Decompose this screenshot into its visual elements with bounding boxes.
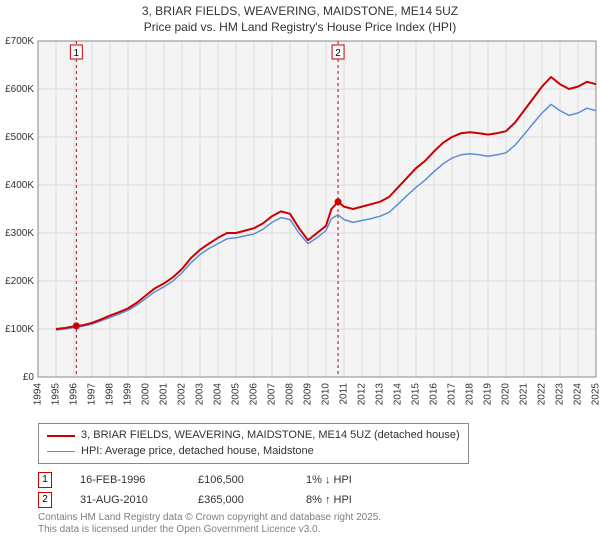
svg-text:2012: 2012 bbox=[357, 383, 368, 406]
svg-text:2002: 2002 bbox=[177, 383, 188, 406]
line-chart-svg: £0 £100K £200K £300K £400K £500K £600K £700K 199… bbox=[0, 37, 600, 417]
title-line-1: 3, BRIAR FIELDS, WEAVERING, MAIDSTONE, M… bbox=[0, 4, 600, 20]
svg-text:2011: 2011 bbox=[339, 383, 350, 405]
svg-text:2003: 2003 bbox=[195, 383, 206, 406]
svg-text:2025: 2025 bbox=[591, 383, 600, 406]
svg-text:2018: 2018 bbox=[465, 383, 476, 406]
svg-text:2000: 2000 bbox=[141, 383, 152, 406]
svg-text:1995: 1995 bbox=[51, 383, 62, 406]
sale-change: 1% ↓ HPI bbox=[306, 474, 386, 486]
svg-text:£200K: £200K bbox=[5, 276, 34, 287]
svg-text:2020: 2020 bbox=[501, 383, 512, 406]
svg-text:1997: 1997 bbox=[87, 383, 98, 406]
svg-text:£0: £0 bbox=[23, 372, 35, 383]
sales-table: 1 16-FEB-1996 £106,500 1% ↓ HPI 2 31-AUG-2010… bbox=[38, 472, 590, 508]
footer-note: Contains HM Land Registry data © Crown c… bbox=[38, 512, 590, 537]
svg-text:2006: 2006 bbox=[249, 383, 260, 406]
svg-text:2: 2 bbox=[335, 48, 341, 59]
sale-date: 31-AUG-2010 bbox=[80, 494, 170, 506]
sale-change: 8% ↑ HPI bbox=[306, 494, 386, 506]
svg-text:1998: 1998 bbox=[105, 383, 116, 406]
sale-row: 2 31-AUG-2010 £365,000 8% ↑ HPI bbox=[38, 492, 590, 508]
legend: 3, BRIAR FIELDS, WEAVERING, MAIDSTONE, M… bbox=[38, 423, 469, 464]
svg-text:2008: 2008 bbox=[285, 383, 296, 406]
svg-text:2016: 2016 bbox=[429, 383, 440, 406]
sale-row: 1 16-FEB-1996 £106,500 1% ↓ HPI bbox=[38, 472, 590, 488]
svg-text:2010: 2010 bbox=[321, 383, 332, 406]
svg-text:1994: 1994 bbox=[33, 383, 44, 406]
svg-text:£400K: £400K bbox=[5, 180, 34, 191]
sale-price: £365,000 bbox=[198, 494, 278, 506]
svg-text:2019: 2019 bbox=[483, 383, 494, 406]
footer-line-2: This data is licensed under the Open Gov… bbox=[38, 524, 590, 537]
svg-text:£300K: £300K bbox=[5, 228, 34, 239]
footer-line-1: Contains HM Land Registry data © Crown c… bbox=[38, 512, 590, 525]
svg-text:2017: 2017 bbox=[447, 383, 458, 406]
svg-text:£700K: £700K bbox=[5, 37, 34, 47]
sale-marker: 2 bbox=[38, 492, 52, 508]
title-line-2: Price paid vs. HM Land Registry's House … bbox=[0, 20, 600, 36]
legend-label: HPI: Average price, detached house, Maid… bbox=[81, 444, 314, 459]
svg-text:2014: 2014 bbox=[393, 383, 404, 406]
svg-text:2022: 2022 bbox=[537, 383, 548, 406]
svg-text:2005: 2005 bbox=[231, 383, 242, 406]
legend-row: 3, BRIAR FIELDS, WEAVERING, MAIDSTONE, M… bbox=[47, 428, 460, 443]
legend-swatch bbox=[47, 451, 75, 452]
sale-price: £106,500 bbox=[198, 474, 278, 486]
svg-text:2015: 2015 bbox=[411, 383, 422, 406]
svg-text:2007: 2007 bbox=[267, 383, 278, 406]
svg-text:1999: 1999 bbox=[123, 383, 134, 406]
svg-text:2004: 2004 bbox=[213, 383, 224, 406]
chart-title-block: 3, BRIAR FIELDS, WEAVERING, MAIDSTONE, M… bbox=[0, 0, 600, 37]
svg-text:2009: 2009 bbox=[303, 383, 314, 406]
legend-label: 3, BRIAR FIELDS, WEAVERING, MAIDSTONE, M… bbox=[81, 428, 460, 443]
svg-text:£600K: £600K bbox=[5, 84, 34, 95]
svg-text:2013: 2013 bbox=[375, 383, 386, 406]
svg-text:1: 1 bbox=[74, 48, 80, 59]
svg-text:2023: 2023 bbox=[555, 383, 566, 406]
sale-date: 16-FEB-1996 bbox=[80, 474, 170, 486]
svg-text:£100K: £100K bbox=[5, 324, 34, 335]
svg-text:1996: 1996 bbox=[69, 383, 80, 406]
svg-text:£500K: £500K bbox=[5, 132, 34, 143]
legend-row: HPI: Average price, detached house, Maid… bbox=[47, 444, 460, 459]
svg-text:2021: 2021 bbox=[519, 383, 530, 406]
sale-marker: 1 bbox=[38, 472, 52, 488]
svg-text:2001: 2001 bbox=[159, 383, 170, 406]
legend-swatch bbox=[47, 435, 75, 437]
chart-area: £0 £100K £200K £300K £400K £500K £600K £700K 199… bbox=[0, 37, 600, 417]
svg-text:2024: 2024 bbox=[573, 383, 584, 406]
